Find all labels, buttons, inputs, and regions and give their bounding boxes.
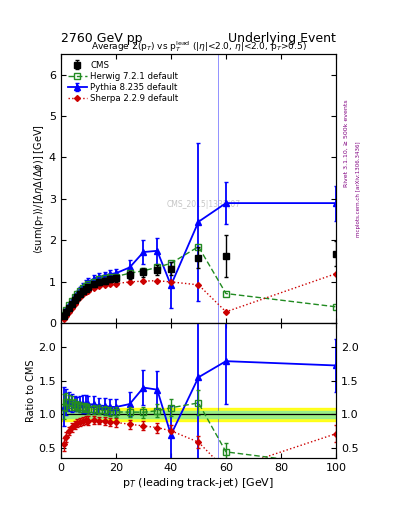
Text: 2760 GeV pp: 2760 GeV pp: [61, 32, 142, 45]
Y-axis label: Ratio to CMS: Ratio to CMS: [26, 359, 35, 422]
Bar: [61, 411, 336, 418]
Text: CMS_2015|1335|07: CMS_2015|1335|07: [167, 200, 241, 209]
Text: Rivet 3.1.10, ≥ 500k events: Rivet 3.1.10, ≥ 500k events: [344, 99, 349, 187]
Text: Underlying Event: Underlying Event: [228, 32, 336, 45]
X-axis label: p$_T$ (leading track-jet) [GeV]: p$_T$ (leading track-jet) [GeV]: [123, 476, 274, 490]
Text: mcplots.cern.ch [arXiv:1306.3436]: mcplots.cern.ch [arXiv:1306.3436]: [356, 142, 361, 237]
Title: Average $\Sigma$(p$_T$) vs p$_T^{\mathsf{lead}}$ ($|\eta|$<2.0, $\eta|$<2.0, p$_: Average $\Sigma$(p$_T$) vs p$_T^{\mathsf…: [91, 39, 306, 54]
Bar: [61, 408, 336, 421]
Legend: CMS, Herwig 7.2.1 default, Pythia 8.235 default, Sherpa 2.2.9 default: CMS, Herwig 7.2.1 default, Pythia 8.235 …: [65, 58, 181, 105]
Y-axis label: $\langle$sum(p$_{\mathsf{T}}$)$\rangle$/$[\Delta\eta\Delta(\Delta\phi)]$ [GeV]: $\langle$sum(p$_{\mathsf{T}}$)$\rangle$/…: [32, 123, 46, 253]
